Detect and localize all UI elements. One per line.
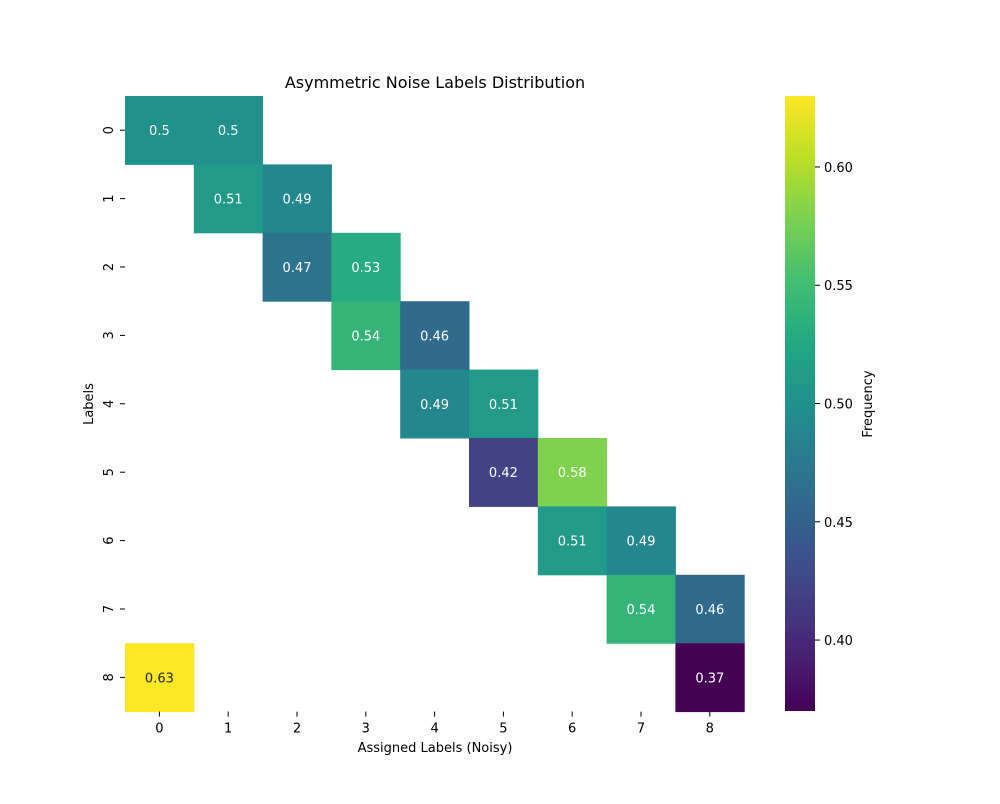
cell-value-label-r1-c1: 0.51 [214, 193, 243, 208]
heatmap-cell-r0-c0 [125, 96, 195, 165]
heatmap-cell-r6-c7 [606, 506, 676, 576]
x-tick-label-8: 8 [706, 722, 714, 737]
colorbar: 0.40 0.45 0.50 0.55 0.60 Frequency [785, 96, 876, 711]
colorbar-tick-label-2: 0.50 [824, 398, 853, 413]
x-tick-label-4: 4 [430, 722, 438, 737]
heatmap-cells: 0.5 0.5 0.51 0.49 0.47 0.53 0.54 0.46 0.49 0.51 0.… [125, 96, 745, 713]
cell-value-label-r2-c3: 0.53 [351, 261, 380, 276]
colorbar-ticks: 0.40 0.45 0.50 0.55 0.60 [815, 161, 853, 649]
cell-value-label-r0-c0: 0.5 [149, 124, 170, 139]
cell-value-label-r4-c4: 0.49 [420, 398, 449, 413]
heatmap-cell-r5-c6 [537, 438, 608, 507]
y-tick-label-3: 3 [102, 331, 117, 339]
colorbar-tick-label-0: 0.40 [824, 634, 853, 649]
x-tick-label-0: 0 [155, 722, 163, 737]
y-tick-label-1: 1 [102, 194, 117, 202]
colorbar-tick-label-3: 0.55 [824, 279, 853, 294]
y-tick-label-6: 6 [102, 536, 117, 544]
x-tick-label-2: 2 [293, 722, 301, 737]
y-tick-label-0: 0 [102, 126, 117, 134]
heatmap-cell-r8-c8 [675, 643, 745, 713]
cell-value-label-r5-c5: 0.42 [489, 466, 518, 481]
heatmap-cell-r2-c3 [331, 232, 401, 302]
colorbar-tick-label-1: 0.45 [824, 516, 853, 531]
heatmap-cell-r3-c3 [331, 301, 401, 371]
x-tick-label-6: 6 [568, 722, 576, 737]
x-axis-label: Assigned Labels (Noisy) [358, 741, 513, 756]
cell-value-label-r2-c2: 0.47 [283, 261, 312, 276]
heatmap-cell-r7-c7 [606, 574, 676, 644]
cell-value-label-r3-c3: 0.54 [351, 329, 380, 344]
y-tick-label-8: 8 [102, 673, 117, 681]
heatmap-cell-r6-c6 [537, 506, 608, 576]
cell-value-label-r8-c8: 0.37 [695, 671, 724, 686]
x-tick-label-1: 1 [224, 722, 232, 737]
heatmap-cell-r4-c5 [469, 369, 539, 439]
heatmap-cell-r0-c1 [193, 96, 264, 165]
x-tick-label-3: 3 [362, 722, 370, 737]
cell-value-label-r6-c7: 0.49 [627, 535, 656, 550]
cell-value-label-r7-c8: 0.46 [695, 603, 724, 618]
colorbar-tick-label-4: 0.60 [824, 161, 853, 176]
heatmap-cell-r1-c1 [193, 164, 264, 234]
y-axis-ticks: 0 1 2 3 4 5 6 7 8 [102, 126, 125, 682]
cell-value-label-r3-c4: 0.46 [420, 329, 449, 344]
heatmap-cell-r1-c2 [262, 164, 332, 234]
cell-value-label-r7-c7: 0.54 [627, 603, 656, 618]
cell-value-label-r0-c1: 0.5 [218, 124, 239, 139]
cell-value-label-r5-c6: 0.58 [558, 466, 587, 481]
heatmap-cell-r3-c4 [400, 301, 470, 371]
heatmap-cell-r5-c5 [469, 438, 539, 507]
chart-title: Asymmetric Noise Labels Distribution [285, 73, 585, 92]
heatmap-cell-r7-c8 [675, 574, 745, 644]
x-tick-label-5: 5 [499, 722, 507, 737]
cell-value-label-r1-c2: 0.49 [283, 193, 312, 208]
colorbar-gradient [785, 96, 815, 711]
y-axis-label: Labels [82, 383, 97, 425]
heatmap-cell-r4-c4 [400, 369, 470, 439]
y-tick-label-4: 4 [102, 400, 117, 408]
x-tick-label-7: 7 [637, 722, 645, 737]
cell-value-label-r4-c5: 0.51 [489, 398, 518, 413]
colorbar-label: Frequency [861, 370, 876, 437]
y-tick-label-7: 7 [102, 605, 117, 613]
cell-value-label-r6-c6: 0.51 [558, 535, 587, 550]
heatmap-cell-r2-c2 [262, 232, 332, 302]
x-axis-ticks: 0 1 2 3 4 5 6 7 8 [155, 711, 714, 737]
y-tick-label-5: 5 [102, 468, 117, 476]
heatmap-cell-r8-c0 [125, 643, 195, 713]
y-tick-label-2: 2 [102, 263, 117, 271]
cell-value-label-r8-c0: 0.63 [145, 671, 174, 686]
